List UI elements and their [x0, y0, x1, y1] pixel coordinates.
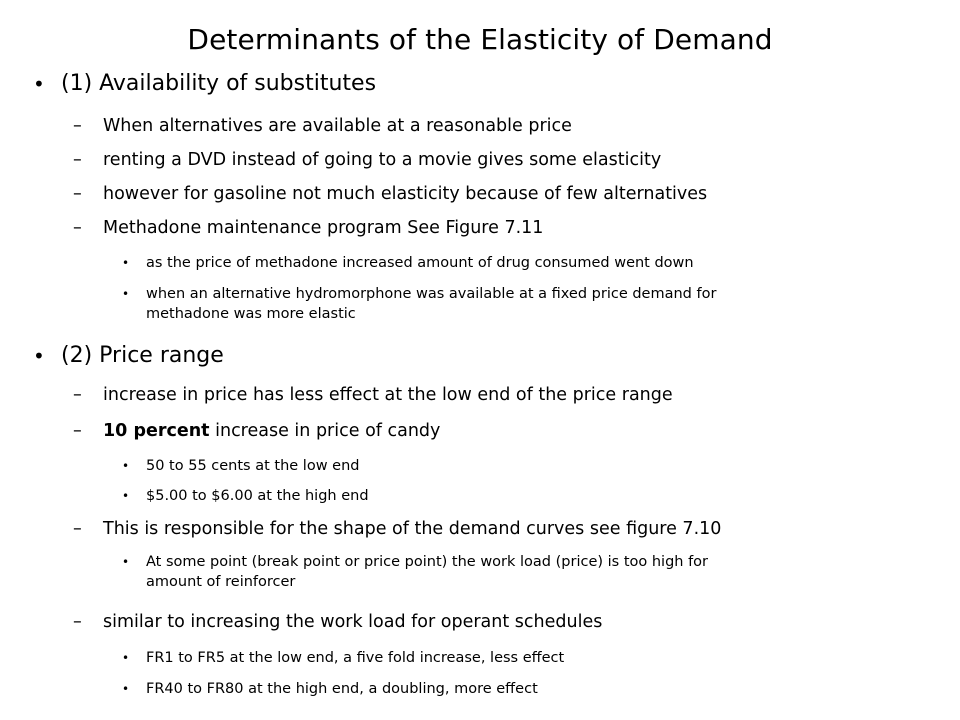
sub-list-item-text-continued: methadone was more elastic [146, 306, 356, 322]
bullet-marker: • [122, 555, 130, 569]
bullet-marker: • [33, 72, 45, 96]
list-item-text: however for gasoline not much elasticity… [103, 184, 708, 204]
sub-list-item: • FR1 to FR5 at the low end, a five fold… [122, 648, 565, 668]
list-item: – Methadone maintenance program See Figu… [73, 217, 544, 239]
dash-marker: – [73, 150, 82, 170]
slide-title: Determinants of the Elasticity of Demand [187, 23, 773, 56]
list-item-text: Methadone maintenance program See Figure… [103, 218, 544, 238]
list-item: – This is responsible for the shape of t… [73, 518, 722, 540]
list-item-text: increase in price of candy [209, 421, 441, 441]
bullet-marker: • [122, 651, 130, 665]
sub-list-item: • At some point (break point or price po… [122, 552, 709, 592]
sub-list-item: • as the price of methadone increased am… [122, 253, 694, 273]
bullet-marker: • [122, 256, 130, 270]
list-item: – increase in price has less effect at t… [73, 384, 673, 406]
sub-list-item: • FR40 to FR80 at the high end, a doubli… [122, 679, 538, 699]
sub-list-item-text: FR40 to FR80 at the high end, a doubling… [146, 681, 538, 697]
list-item-text: renting a DVD instead of going to a movi… [103, 150, 662, 170]
dash-marker: – [73, 184, 82, 204]
dash-marker: – [73, 116, 82, 136]
sub-list-item-text: $5.00 to $6.00 at the high end [146, 488, 369, 504]
list-item-emphasis: 10 percent [103, 421, 210, 441]
sub-list-item: • 50 to 55 cents at the low end [122, 456, 360, 476]
bullet-marker: • [33, 344, 45, 368]
list-item: – similar to increasing the work load fo… [73, 611, 603, 633]
bullet-marker: • [122, 459, 130, 473]
dash-marker: – [73, 519, 82, 539]
section-heading-text: (2) Price range [61, 343, 224, 368]
dash-marker: – [73, 421, 82, 441]
sub-list-item-text: FR1 to FR5 at the low end, a five fold i… [146, 650, 565, 666]
list-item: – renting a DVD instead of going to a mo… [73, 149, 662, 171]
list-item: – however for gasoline not much elastici… [73, 183, 708, 205]
dash-marker: – [73, 385, 82, 405]
list-item-text: When alternatives are available at a rea… [103, 116, 572, 136]
section-heading-text: (1) Availability of substitutes [61, 71, 377, 96]
sub-list-item-text: 50 to 55 cents at the low end [146, 458, 360, 474]
section-heading-price-range: • (2) Price range [33, 342, 224, 370]
sub-list-item-text-continued: amount of reinforcer [146, 574, 296, 590]
list-item-text: similar to increasing the work load for … [103, 612, 603, 632]
bullet-marker: • [122, 682, 130, 696]
list-item-text: This is responsible for the shape of the… [103, 519, 722, 539]
sub-list-item-text: when an alternative hydromorphone was av… [146, 286, 717, 302]
dash-marker: – [73, 612, 82, 632]
bullet-marker: • [122, 287, 130, 301]
sub-list-item-text: At some point (break point or price poin… [146, 554, 709, 570]
list-item: – When alternatives are available at a r… [73, 115, 572, 137]
dash-marker: – [73, 218, 82, 238]
list-item-text: increase in price has less effect at the… [103, 385, 673, 405]
sub-list-item-text: as the price of methadone increased amou… [146, 255, 694, 271]
sub-list-item: • $5.00 to $6.00 at the high end [122, 486, 369, 506]
sub-list-item: • when an alternative hydromorphone was … [122, 284, 717, 324]
list-item: – 10 percent increase in price of candy [73, 420, 441, 442]
bullet-marker: • [122, 489, 130, 503]
section-heading-substitutes: • (1) Availability of substitutes [33, 70, 377, 98]
